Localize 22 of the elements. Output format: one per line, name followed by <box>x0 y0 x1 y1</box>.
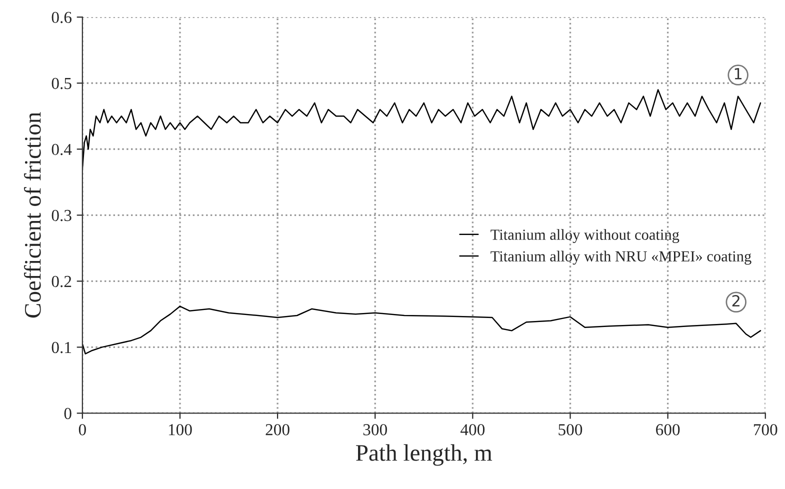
y-tick-label: 0.5 <box>52 78 72 90</box>
legend-label: Titanium alloy with NRU «MPEI» coating <box>490 250 752 265</box>
x-tick-label: 500 <box>558 424 582 436</box>
y-tick-label: 0.2 <box>52 276 72 288</box>
x-tick-label: 0 <box>78 424 86 436</box>
y-tick-label: 0.3 <box>52 210 72 222</box>
x-tick-label: 400 <box>460 424 485 436</box>
annotation: 2 <box>732 295 740 306</box>
annotation: 1 <box>734 68 742 80</box>
line-series <box>82 306 762 354</box>
x-tick-label: 100 <box>168 424 192 436</box>
y-tick-label: 0 <box>64 408 72 420</box>
x-axis-title: Path length, m <box>356 444 492 466</box>
x-tick-label: 600 <box>656 424 680 436</box>
x-tick-label: 200 <box>266 424 290 436</box>
y-tick-label: 0.6 <box>52 12 72 24</box>
legend-label: Titanium alloy without coating <box>490 229 680 244</box>
x-tick-label: 700 <box>754 424 778 436</box>
y-tick-label: 0.4 <box>52 144 72 156</box>
y-tick-label: 0.1 <box>52 342 72 354</box>
x-tick-label: 300 <box>363 424 387 436</box>
y-axis-title: Coefficient of friction <box>24 112 41 318</box>
